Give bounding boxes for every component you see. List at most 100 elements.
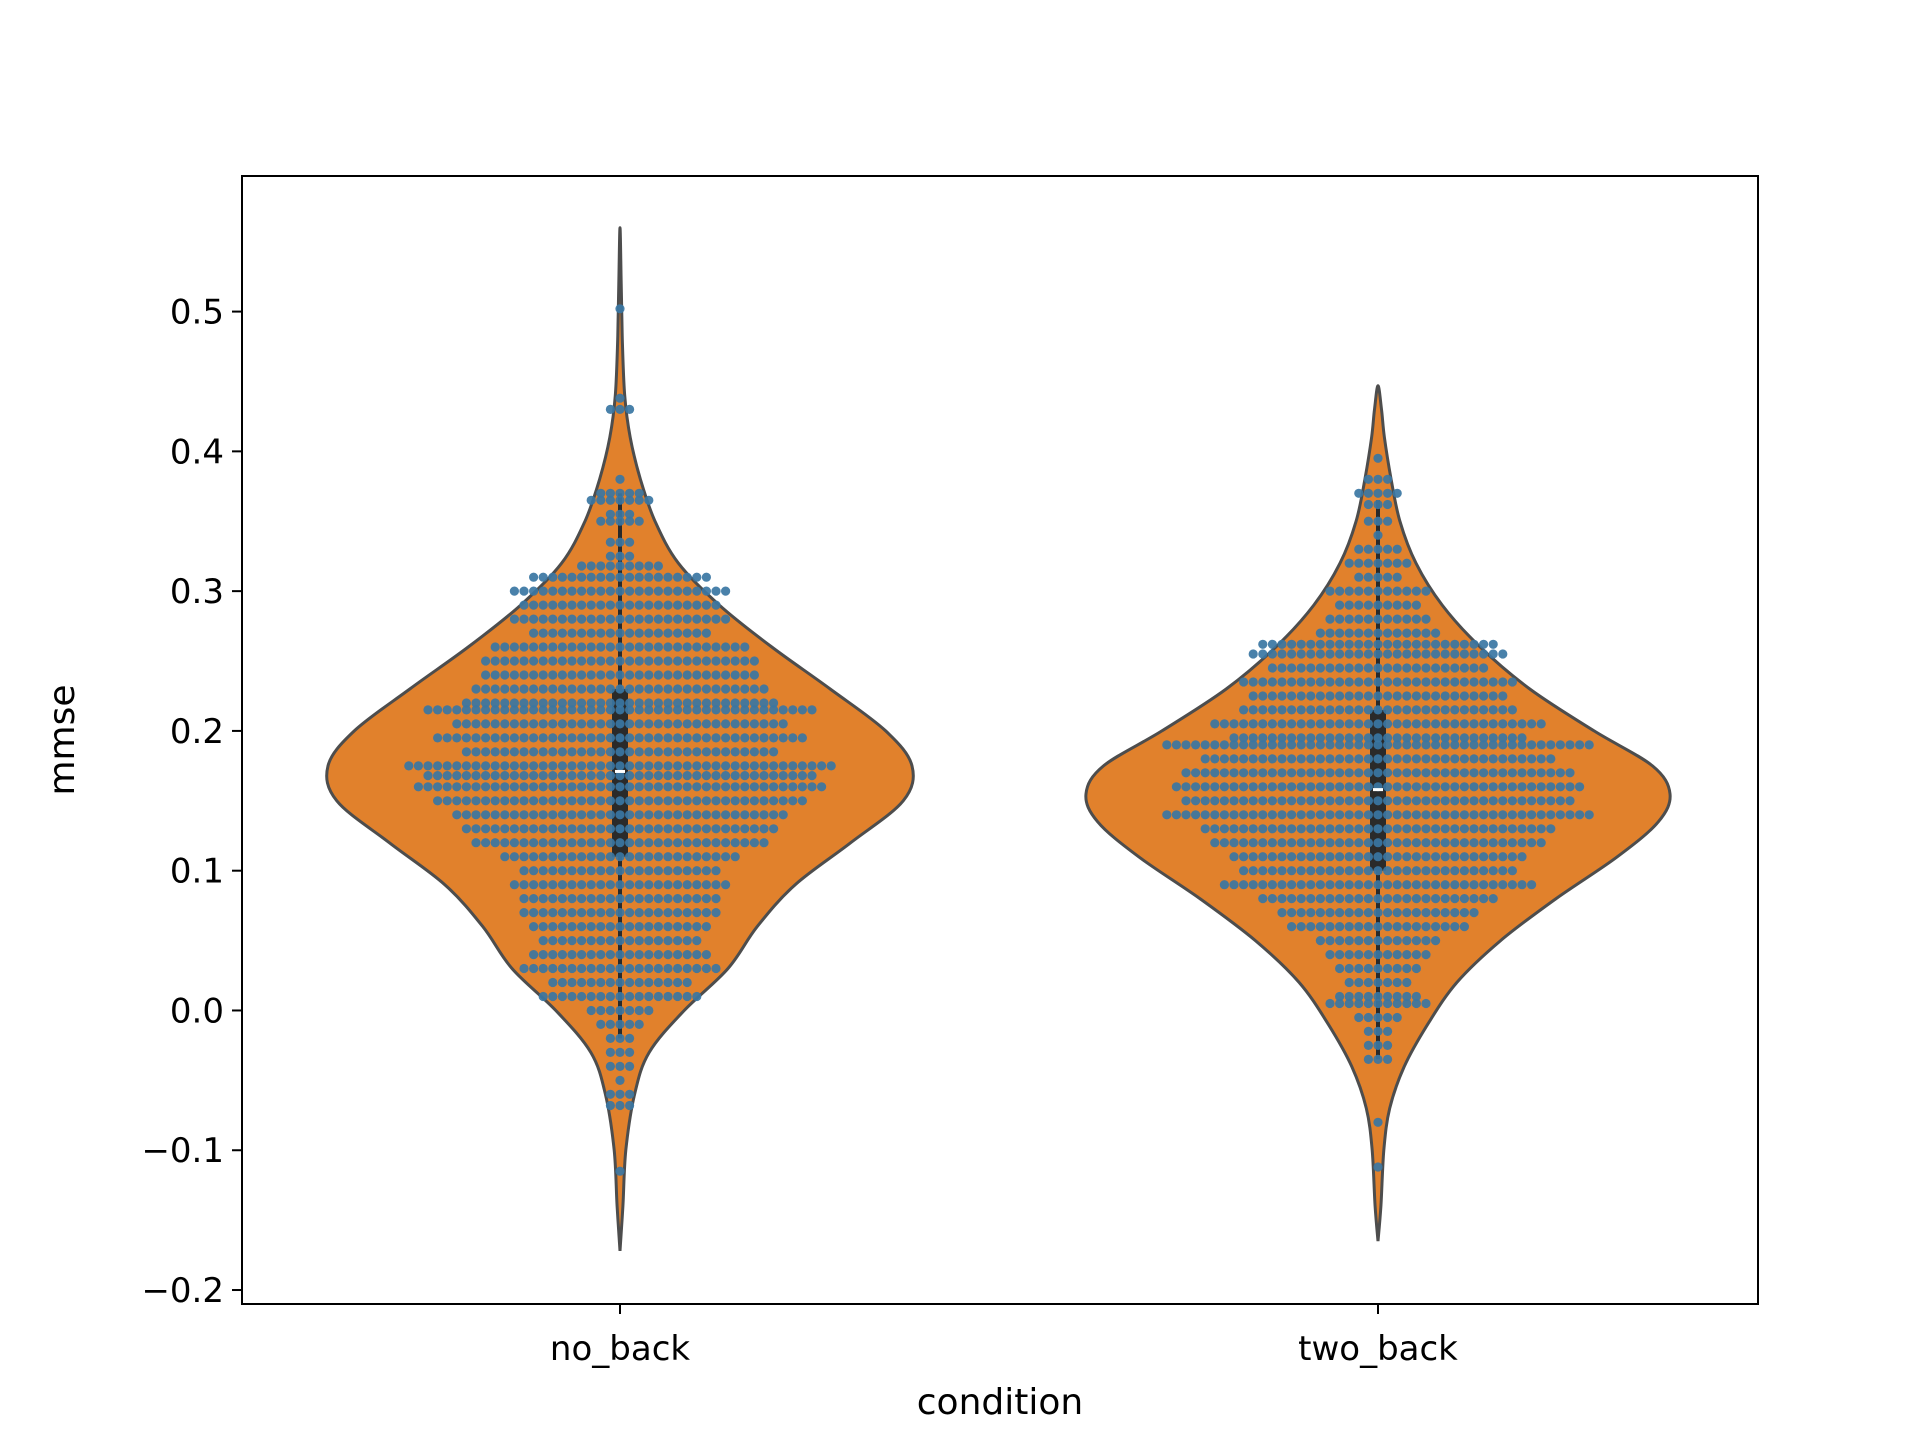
point-no_back	[759, 684, 769, 694]
point-no_back	[625, 838, 635, 848]
point-no_back	[615, 950, 625, 960]
point-two_back	[1306, 866, 1316, 876]
point-two_back	[1258, 754, 1268, 764]
point-two_back	[1258, 719, 1268, 729]
point-no_back	[634, 1019, 644, 1029]
point-two_back	[1373, 1026, 1383, 1036]
point-no_back	[692, 922, 702, 932]
point-two_back	[1315, 639, 1325, 649]
point-no_back	[471, 810, 481, 820]
point-no_back	[586, 684, 596, 694]
point-two_back	[1258, 838, 1268, 848]
point-two_back	[1335, 908, 1345, 918]
point-two_back	[1469, 810, 1479, 820]
point-two_back	[1248, 796, 1258, 806]
point-two_back	[1239, 719, 1249, 729]
point-two_back	[1411, 866, 1421, 876]
point-no_back	[548, 733, 558, 743]
point-no_back	[797, 761, 808, 771]
point-no_back	[490, 761, 500, 771]
point-no_back	[711, 894, 721, 904]
point-two_back	[1392, 733, 1402, 743]
point-two_back	[1239, 677, 1249, 687]
point-two_back	[1296, 796, 1306, 806]
point-no_back	[625, 782, 635, 792]
point-no_back	[605, 866, 616, 876]
point-two_back	[1440, 649, 1450, 659]
point-no_back	[605, 509, 616, 519]
point-no_back	[461, 824, 471, 834]
point-two_back	[1536, 740, 1546, 750]
point-two_back	[1392, 649, 1402, 659]
point-no_back	[769, 698, 779, 708]
plot-frame	[241, 175, 1759, 1305]
point-no_back	[538, 698, 548, 708]
point-two_back	[1402, 558, 1412, 568]
point-two_back	[1335, 586, 1345, 596]
point-two_back	[1315, 894, 1325, 904]
point-two_back	[1421, 663, 1431, 673]
point-no_back	[567, 894, 577, 904]
point-two_back	[1565, 782, 1575, 792]
point-no_back	[634, 810, 644, 820]
point-no_back	[596, 488, 606, 498]
point-no_back	[481, 771, 491, 781]
point-two_back	[1411, 782, 1421, 792]
point-no_back	[529, 747, 539, 757]
point-two_back	[1229, 740, 1239, 750]
point-no_back	[490, 656, 500, 666]
point-two_back	[1421, 824, 1431, 834]
point-no_back	[577, 705, 587, 715]
point-no_back	[615, 1019, 625, 1029]
point-no_back	[730, 656, 740, 666]
point-two_back	[1306, 663, 1316, 673]
point-two_back	[1287, 922, 1297, 932]
point-no_back	[692, 824, 702, 834]
point-no_back	[634, 977, 644, 988]
point-two_back	[1363, 950, 1373, 960]
point-no_back	[644, 866, 654, 876]
point-two_back	[1325, 908, 1335, 918]
point-no_back	[692, 936, 702, 946]
y-axis: −0.2−0.10.00.10.20.30.40.5	[141, 293, 242, 1311]
point-no_back	[567, 586, 577, 596]
point-two_back	[1411, 719, 1421, 729]
point-no_back	[663, 908, 673, 918]
point-two_back	[1344, 586, 1354, 596]
point-two_back	[1335, 768, 1345, 778]
point-no_back	[711, 684, 721, 694]
point-no_back	[692, 705, 702, 715]
point-two_back	[1373, 880, 1383, 890]
point-two_back	[1555, 768, 1565, 778]
point-no_back	[759, 796, 769, 806]
point-two_back	[1315, 922, 1325, 932]
point-two_back	[1296, 639, 1306, 649]
point-two_back	[1335, 628, 1345, 638]
point-no_back	[615, 509, 625, 519]
point-no_back	[759, 838, 769, 848]
point-two_back	[1306, 810, 1316, 820]
point-no_back	[605, 586, 616, 596]
point-two_back	[1344, 880, 1354, 890]
point-two_back	[1335, 733, 1345, 743]
point-two_back	[1335, 991, 1345, 1002]
point-no_back	[797, 733, 808, 743]
point-two_back	[1575, 740, 1585, 750]
point-no_back	[692, 782, 702, 792]
point-two_back	[1450, 782, 1460, 792]
point-no_back	[471, 684, 481, 694]
point-no_back	[740, 733, 750, 743]
point-no_back	[644, 936, 654, 946]
point-two_back	[1450, 894, 1460, 904]
point-no_back	[634, 894, 644, 904]
point-two_back	[1267, 649, 1277, 659]
point-no_back	[701, 796, 712, 806]
point-no_back	[529, 670, 539, 680]
point-no_back	[682, 733, 692, 743]
point-two_back	[1536, 782, 1546, 792]
point-two_back	[1306, 754, 1316, 764]
point-no_back	[625, 1019, 635, 1029]
point-two_back	[1421, 586, 1431, 596]
point-two_back	[1248, 754, 1258, 764]
point-no_back	[538, 782, 548, 792]
